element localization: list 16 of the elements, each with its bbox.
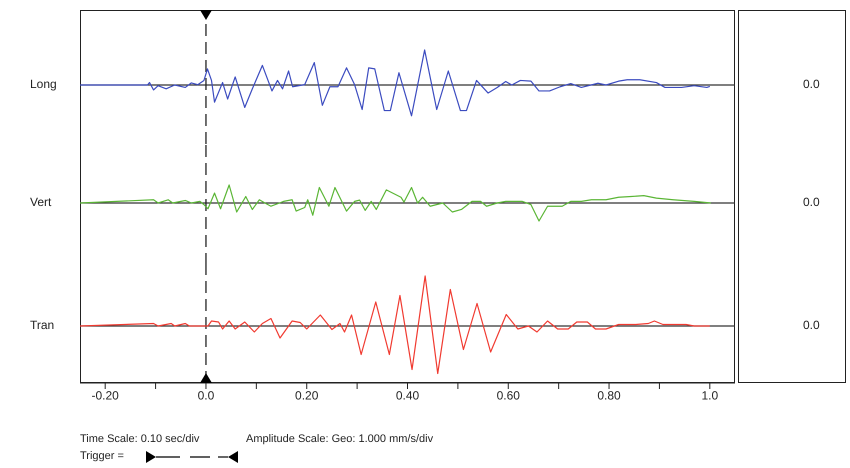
x-tick-label: 0.20 <box>295 388 319 403</box>
x-tick-label: 0.0 <box>198 388 215 403</box>
series-label: Long <box>30 77 57 91</box>
x-tick-label: -0.20 <box>92 388 120 403</box>
x-tick-label: 0.80 <box>597 388 622 403</box>
text: 0.0 <box>803 77 820 91</box>
text: Amplitude Scale: Geo: 1.000 mm/s/div <box>246 433 434 445</box>
text: Time Scale: 0.10 sec/div <box>80 433 200 445</box>
text: 0.0 <box>803 318 820 332</box>
x-tick-label: 0.40 <box>396 388 420 403</box>
x-tick-label: 1.0 <box>701 388 718 403</box>
x-tick-label: 0.60 <box>496 388 520 403</box>
text: Trigger = <box>80 450 124 462</box>
text: Vert <box>30 195 52 209</box>
text: Tran <box>30 318 54 332</box>
text: 0.0 <box>803 195 820 209</box>
